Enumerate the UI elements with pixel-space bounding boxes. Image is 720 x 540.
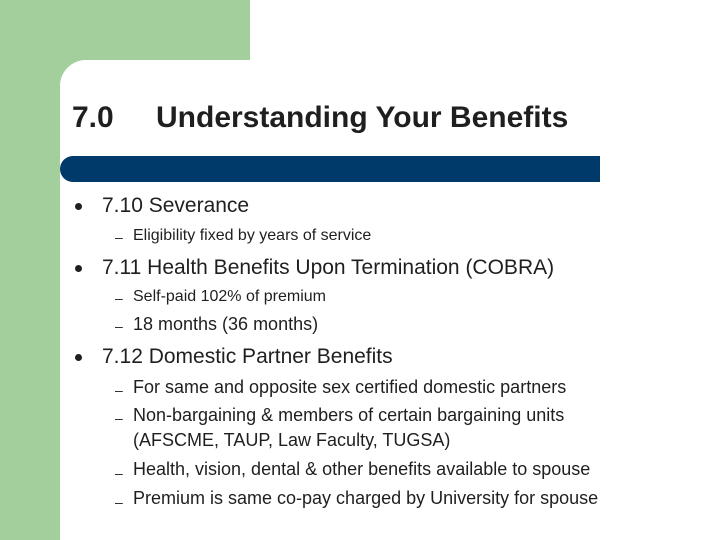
list-item: For same and opposite sex certified dome… [133, 377, 567, 397]
section-heading-severance: 7.10 Severance [102, 194, 250, 217]
title-text: Understanding Your Benefits [156, 101, 569, 134]
content-panel [60, 60, 720, 540]
dash-icon: – [115, 494, 123, 510]
section-heading-cobra: 7.11 Health Benefits Upon Termination (C… [102, 256, 555, 279]
bullet-icon [75, 265, 82, 272]
list-item: 18 months (36 months) [133, 314, 319, 334]
list-item: Premium is same co-pay charged by Univer… [133, 488, 599, 508]
list-item: Self-paid 102% of premium [133, 288, 326, 305]
list-item: Eligibility fixed by years of service [133, 227, 372, 244]
bullet-icon [75, 354, 82, 361]
list-item-continuation: (AFSCME, TAUP, Law Faculty, TUGSA) [133, 430, 451, 450]
list-item: Non-bargaining & members of certain barg… [133, 405, 565, 425]
dash-icon: – [115, 290, 123, 306]
dash-icon: – [115, 229, 123, 245]
title-underline-bar [60, 156, 600, 182]
dash-icon: – [115, 318, 123, 334]
list-item: Health, vision, dental & other benefits … [133, 459, 591, 479]
bullet-icon [75, 203, 82, 210]
title-number: 7.0 [72, 101, 114, 134]
dash-icon: – [115, 410, 123, 426]
dash-icon: – [115, 465, 123, 481]
slide-title: 7.0 Understanding Your Benefits [72, 101, 568, 135]
section-heading-domestic-partner: 7.12 Domestic Partner Benefits [102, 345, 393, 368]
dash-icon: – [115, 382, 123, 398]
